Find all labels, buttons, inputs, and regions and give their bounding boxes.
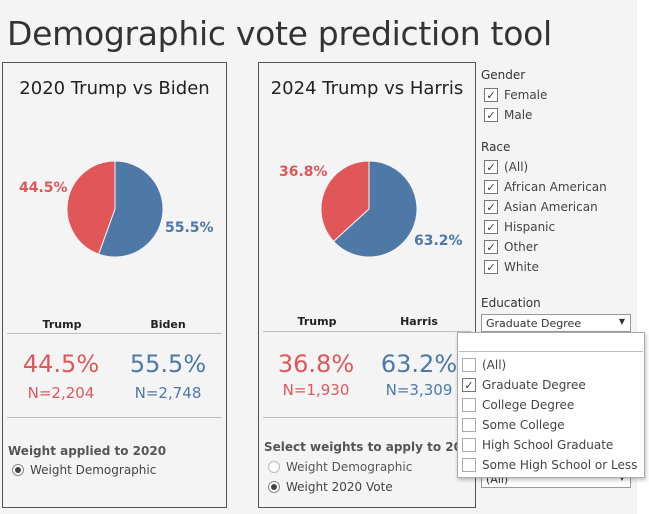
option-label: Some High School or Less [482, 458, 638, 472]
radio-label: Weight Demographic [286, 460, 413, 474]
column-header-trump: Trump [297, 315, 337, 328]
weights-title-2020: Weight applied to 2020 [8, 444, 167, 458]
checkbox-other[interactable]: ✓ Other [484, 240, 538, 254]
pie-label-harris: 63.2% [414, 233, 463, 249]
divider [263, 417, 471, 418]
checkbox-unchecked-icon[interactable] [462, 458, 476, 472]
option-label: Graduate Degree [482, 378, 586, 392]
checkbox-checked-icon[interactable]: ✓ [462, 378, 476, 392]
filter-title-race: Race [481, 140, 511, 154]
dropdown-option-some-high-school[interactable]: Some High School or Less [462, 458, 637, 472]
divider [7, 417, 222, 418]
checkbox-unchecked-icon[interactable] [462, 358, 476, 372]
column-header-harris: Harris [400, 315, 438, 328]
dropdown-search-input[interactable] [459, 334, 643, 352]
radio-weight-demographic-2024[interactable]: Weight Demographic [268, 460, 412, 474]
checkbox-race-all[interactable]: ✓ (All) [484, 160, 528, 174]
radio-selected-icon[interactable] [12, 464, 24, 476]
checkbox-unchecked-icon[interactable] [462, 398, 476, 412]
checkbox-label: Male [504, 108, 533, 122]
option-label: (All) [482, 358, 507, 372]
checkbox-checked-icon[interactable]: ✓ [484, 260, 498, 274]
checkbox-label: Other [504, 240, 539, 254]
checkbox-label: Asian American [504, 200, 598, 214]
education-select-value: Graduate Degree [486, 317, 582, 330]
checkbox-checked-icon[interactable]: ✓ [484, 180, 498, 194]
checkbox-checked-icon[interactable]: ✓ [484, 200, 498, 214]
pie-slice-trump [66, 160, 116, 255]
dropdown-option-all[interactable]: (All) [462, 358, 506, 372]
education-dropdown: (All) ✓ Graduate Degree College Degree S… [457, 332, 645, 478]
pie-label-trump: 44.5% [19, 180, 68, 196]
pie-slice-biden [98, 160, 164, 258]
radio-weight-2020-vote[interactable]: Weight 2020 Vote [268, 480, 393, 494]
radio-label: Weight Demographic [30, 463, 157, 477]
pie-slice-harris [332, 160, 418, 258]
checkbox-checked-icon[interactable]: ✓ [484, 240, 498, 254]
biden-percent: 55.5% [129, 350, 207, 378]
radio-label: Weight 2020 Vote [286, 480, 393, 494]
dropdown-option-college-degree[interactable]: College Degree [462, 398, 574, 412]
education-select[interactable]: Graduate Degree ▼ [481, 314, 631, 332]
trump-n: N=2,204 [27, 384, 95, 402]
biden-n: N=2,748 [134, 384, 202, 402]
dropdown-option-graduate-degree[interactable]: ✓ Graduate Degree [462, 378, 586, 392]
checkbox-checked-icon[interactable]: ✓ [484, 220, 498, 234]
harris-percent: 63.2% [380, 350, 458, 378]
checkbox-checked-icon[interactable]: ✓ [484, 160, 498, 174]
pie-slice-trump [320, 160, 370, 243]
radio-weight-demographic-2020[interactable]: Weight Demographic [12, 463, 156, 477]
checkbox-label: Hispanic [504, 220, 556, 234]
checkbox-asian-american[interactable]: ✓ Asian American [484, 200, 598, 214]
checkbox-label: (All) [504, 160, 529, 174]
radio-unselected-icon[interactable] [268, 461, 280, 473]
page-title: Demographic vote prediction tool [7, 14, 552, 53]
checkbox-male[interactable]: ✓ Male [484, 108, 532, 122]
trump-percent: 44.5% [22, 350, 100, 378]
checkbox-white[interactable]: ✓ White [484, 260, 539, 274]
column-header-biden: Biden [150, 318, 186, 331]
checkbox-label: White [504, 260, 539, 274]
checkbox-checked-icon[interactable]: ✓ [484, 108, 498, 122]
checkbox-african-american[interactable]: ✓ African American [484, 180, 607, 194]
checkbox-unchecked-icon[interactable] [462, 438, 476, 452]
option-label: Some College [482, 418, 565, 432]
checkbox-label: Female [504, 88, 548, 102]
divider [7, 333, 222, 334]
option-label: College Degree [482, 398, 575, 412]
panel-2020: 2020 Trump vs Biden 44.5% 55.5% Trump Bi… [2, 62, 227, 508]
checkbox-label: African American [504, 180, 607, 194]
filter-title-education: Education [481, 296, 541, 310]
divider [263, 331, 471, 332]
checkbox-female[interactable]: ✓ Female [484, 88, 547, 102]
pie-label-biden: 55.5% [165, 220, 214, 236]
trump-n: N=1,930 [282, 381, 350, 399]
panel-2024: 2024 Trump vs Harris 36.8% 63.2% Trump H… [258, 62, 479, 508]
chevron-down-icon[interactable]: ▼ [618, 317, 625, 326]
column-header-trump: Trump [42, 318, 82, 331]
dropdown-option-high-school-graduate[interactable]: High School Graduate [462, 438, 613, 452]
pie-chart-2020[interactable] [65, 159, 165, 259]
panel-2020-title: 2020 Trump vs Biden [19, 78, 210, 99]
panel-2024-title: 2024 Trump vs Harris [270, 78, 464, 99]
dropdown-option-some-college[interactable]: Some College [462, 418, 565, 432]
pie-chart-2024[interactable] [319, 159, 419, 259]
checkbox-hispanic[interactable]: ✓ Hispanic [484, 220, 555, 234]
pie-label-trump: 36.8% [279, 164, 328, 180]
option-label: High School Graduate [482, 438, 614, 452]
radio-selected-icon[interactable] [268, 481, 280, 493]
harris-n: N=3,309 [385, 381, 453, 399]
checkbox-checked-icon[interactable]: ✓ [484, 88, 498, 102]
filter-title-gender: Gender [481, 68, 526, 82]
trump-percent: 36.8% [277, 350, 355, 378]
checkbox-unchecked-icon[interactable] [462, 418, 476, 432]
weights-title-2024: Select weights to apply to 2024 [264, 440, 479, 454]
